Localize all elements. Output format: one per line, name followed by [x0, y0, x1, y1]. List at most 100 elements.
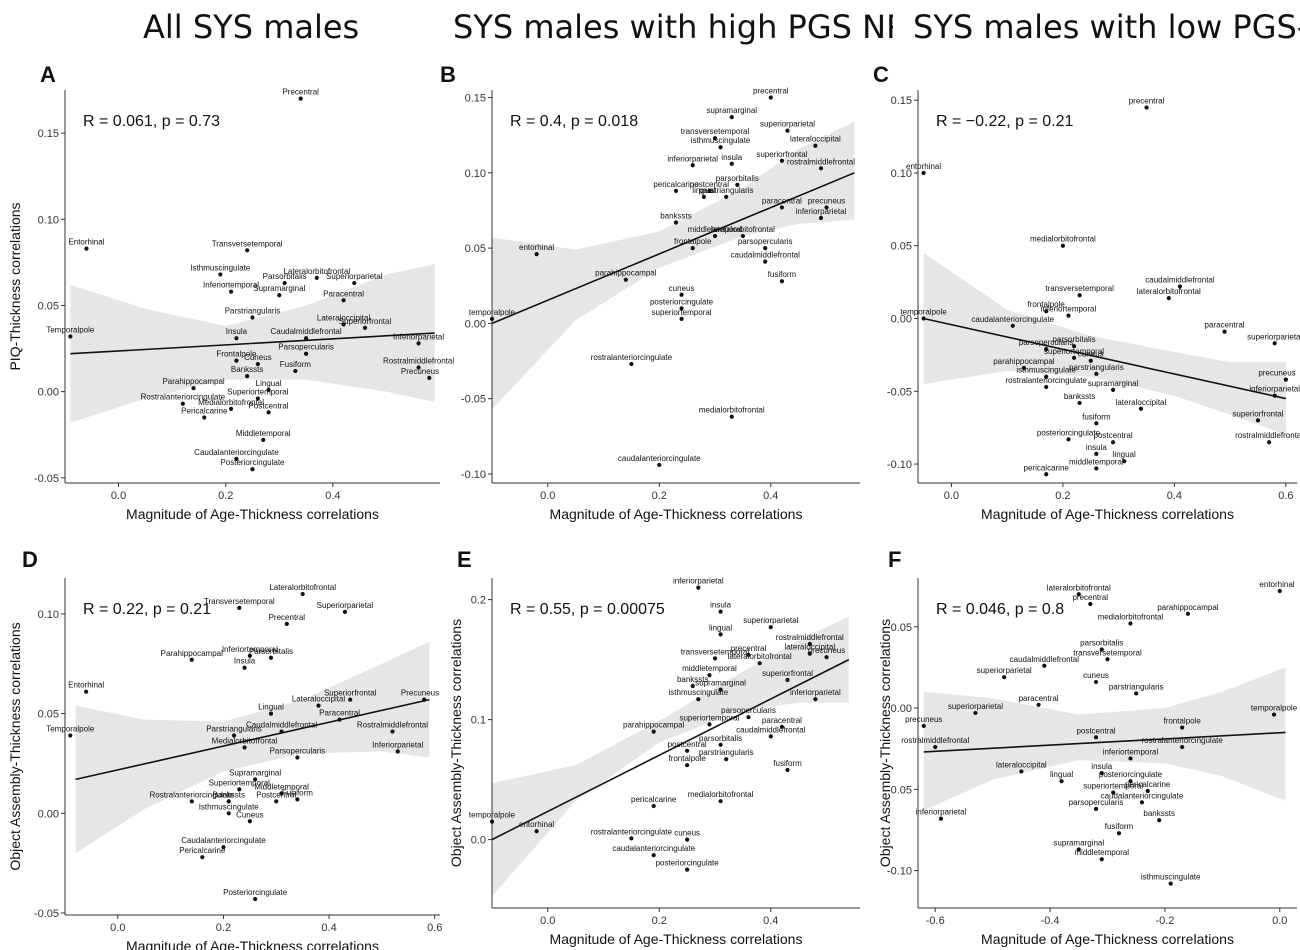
point-label: Superiorparietal	[317, 601, 374, 610]
data-point	[1272, 341, 1277, 346]
data-point	[253, 777, 258, 782]
point-label: Temporalpole	[46, 325, 95, 334]
point-label: parstriangularis	[699, 748, 754, 757]
data-point	[226, 799, 231, 804]
point-label: entorhinal	[519, 243, 554, 252]
point-label: paracentral	[762, 196, 802, 205]
data-point	[221, 845, 226, 850]
y-tick-label: 0.15	[38, 128, 59, 140]
data-point	[1077, 293, 1082, 298]
data-point	[740, 233, 746, 239]
x-tick-label: 0.4	[763, 915, 778, 927]
point-label: inferiorparietal	[1249, 385, 1300, 394]
data-point	[266, 387, 271, 393]
data-point	[1094, 421, 1099, 426]
data-point	[180, 401, 185, 406]
point-label: posteriorcingulate	[1099, 770, 1163, 779]
point-label: Posteriorcingulate	[223, 888, 288, 897]
point-label: parstriangularis	[1109, 682, 1164, 691]
point-label: Superiorparietal	[326, 272, 383, 281]
data-point	[1059, 779, 1064, 784]
data-point	[712, 656, 718, 661]
point-label: parstriangularis	[699, 186, 754, 195]
point-label: precuneus	[808, 196, 845, 205]
panel-letter: B	[440, 62, 456, 87]
point-label: Lingual	[258, 703, 284, 712]
point-label: Superiortemporal	[227, 388, 289, 397]
data-point	[234, 358, 239, 363]
data-point	[818, 215, 824, 221]
panel-letter: C	[873, 62, 889, 87]
point-label: Parsopercularis	[270, 746, 326, 755]
data-point	[768, 625, 773, 630]
data-point	[1180, 744, 1185, 750]
data-point	[341, 322, 346, 327]
data-point	[295, 755, 300, 760]
x-tick-label: -0.2	[1155, 915, 1174, 927]
regression-line	[491, 658, 850, 841]
regression-line	[70, 332, 435, 355]
point-label: Rostralmiddlefrontal	[383, 357, 454, 366]
data-point	[673, 188, 679, 193]
point-label: Caudalmiddlefrontal	[270, 327, 341, 336]
column-title-high-pgs: SYS males with high PGS NP	[453, 8, 893, 46]
data-point	[282, 280, 287, 286]
data-point	[416, 365, 421, 370]
point-label: lateralorbitofrontal	[1047, 583, 1111, 592]
point-label: caudalmiddlefrontal	[736, 725, 806, 734]
data-point	[1042, 663, 1047, 668]
x-tick-label: 0.2	[1055, 490, 1070, 502]
point-label: Caudalmiddlefrontal	[246, 721, 317, 730]
data-point	[629, 361, 634, 367]
data-point	[277, 293, 282, 298]
data-point	[1021, 365, 1026, 371]
data-point	[696, 585, 701, 590]
data-point	[813, 143, 818, 148]
x-tick-label: 0.4	[1167, 490, 1182, 502]
data-point	[284, 621, 289, 626]
data-point	[1076, 847, 1081, 852]
point-label: lateraloccipital	[996, 760, 1047, 769]
point-label: bankssts	[677, 675, 709, 684]
data-point	[690, 246, 695, 251]
data-point	[202, 415, 207, 420]
data-point	[489, 316, 495, 321]
stat-annotation: R = 0.061, p = 0.73	[83, 113, 220, 130]
y-tick-label: 0.00	[38, 808, 59, 820]
point-label: isthmuscingulate	[691, 136, 751, 145]
point-label: caudalanteriorcingulate	[971, 315, 1054, 324]
point-label: medialorbitofrontal	[688, 790, 754, 799]
point-label: postcentral	[1094, 431, 1133, 440]
point-label: Lateraloccipital	[317, 313, 371, 322]
point-label: inferiorparietal	[796, 207, 847, 216]
panel-letter: E	[457, 547, 472, 572]
point-label: isthmuscingulate	[669, 688, 729, 697]
point-label: Pericalcarine	[179, 846, 226, 855]
data-point	[779, 724, 785, 729]
x-tick-label: 0.0	[1272, 915, 1287, 927]
stat-annotation: R = −0.22, p = 0.21	[936, 113, 1074, 130]
point-label: Parahippocampal	[162, 377, 224, 386]
point-label: entorhinal	[906, 162, 941, 171]
x-tick-label: -0.4	[1041, 915, 1060, 927]
data-point	[1044, 346, 1049, 352]
panel-F: -0.6 -0.4 -0.2 0.0 -0.10 -0.05 0.00 0.05 Magnitu…	[877, 547, 1298, 947]
x-tick-label: 0.2	[216, 922, 231, 934]
data-point	[768, 734, 773, 739]
point-label: entorhinal	[519, 820, 554, 829]
point-label: inferiortemporal	[1041, 305, 1097, 314]
point-label: insula	[1086, 443, 1107, 452]
point-label: posteriorcingulate	[650, 297, 714, 306]
point-label: inferiorparietal	[667, 154, 718, 163]
point-label: Rostralanteriorcingulate	[150, 790, 235, 799]
point-label: lingual	[1113, 450, 1136, 459]
point-label: Lateralorbitofrontal	[283, 267, 350, 276]
data-point	[1036, 702, 1041, 707]
data-point	[679, 316, 684, 321]
data-point	[921, 316, 926, 321]
y-tick-label: 0.00	[891, 703, 912, 715]
data-point	[623, 277, 628, 282]
data-point	[242, 745, 247, 750]
data-point	[685, 837, 690, 842]
point-label: transversetemporal	[681, 647, 750, 656]
